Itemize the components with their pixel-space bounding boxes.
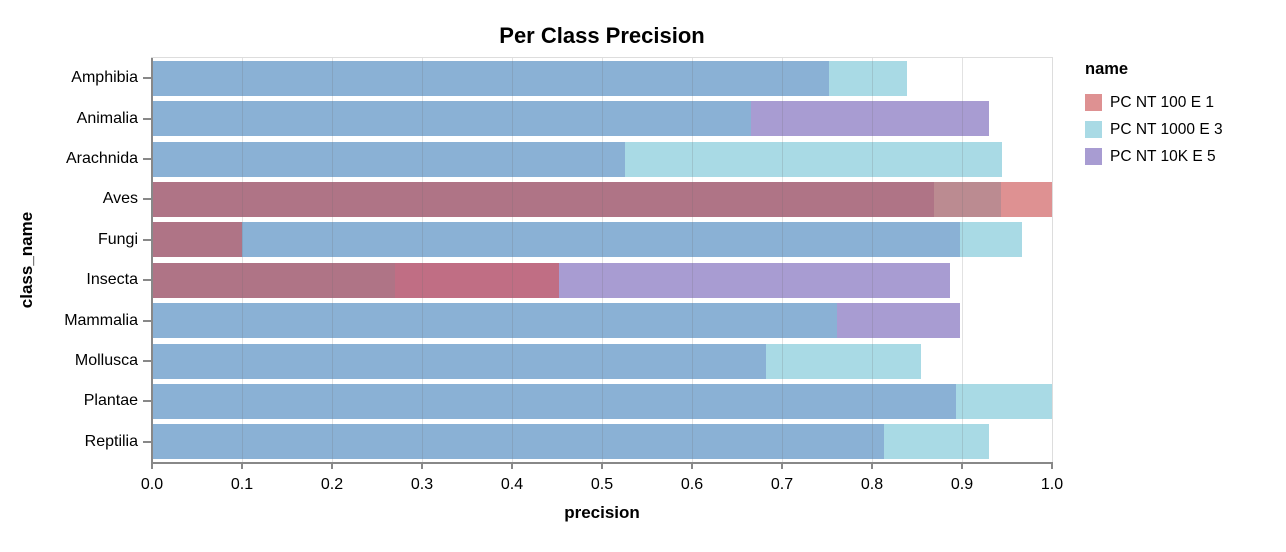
x-axis-label: 0.3 (410, 476, 434, 493)
bar-segment-aves (1000, 181, 1052, 217)
x-axis-label: 0.6 (680, 476, 704, 493)
y-axis-title: class_name (17, 211, 36, 309)
y-tick (143, 117, 152, 120)
y-axis-label: Reptilia (84, 432, 138, 450)
bar-segment-animalia (152, 101, 751, 137)
bar-segment-fungi (152, 222, 242, 258)
y-axis-label: Aves (102, 190, 138, 208)
gridline (962, 58, 963, 462)
legend-title: name (1085, 60, 1129, 78)
y-axis-title-wrap: class_name (0, 212, 97, 308)
x-tick (961, 462, 963, 469)
y-axis-label: Fungi (97, 230, 138, 248)
bar-segment-amphibia (152, 60, 829, 96)
y-axis-domain-line (151, 58, 153, 462)
gridline (332, 58, 333, 462)
gridline (512, 58, 513, 462)
x-tick (691, 462, 693, 469)
y-tick (143, 360, 152, 362)
bar-segment-arachnida (152, 141, 626, 177)
legend-item-label: PC NT 10K E 5 (1110, 148, 1216, 165)
bar-segment-mollusca (765, 343, 921, 379)
plot-border-right (1052, 58, 1053, 462)
y-tick (143, 238, 152, 241)
y-tick (143, 77, 152, 80)
y-axis-label: Animalia (76, 109, 138, 127)
bar-segment-fungi (242, 222, 961, 258)
bar-segment-plantae (955, 383, 1052, 419)
x-axis-title: precision (564, 503, 640, 522)
bar-segment-aves (934, 181, 1001, 217)
x-axis-label: 0.2 (320, 476, 344, 493)
bar-segment-amphibia (828, 60, 908, 96)
y-axis-label: Plantae (83, 392, 138, 410)
x-axis-domain-line (151, 462, 1053, 464)
bar-segment-insecta (558, 262, 951, 298)
x-tick (241, 462, 243, 469)
bar-segment-reptilia (152, 424, 884, 460)
x-tick (601, 462, 603, 469)
x-tick (1051, 462, 1053, 469)
bar-segment-arachnida (625, 141, 1002, 177)
x-axis-label: 0.7 (770, 476, 794, 493)
plot-border-top (151, 57, 1053, 58)
x-tick (331, 462, 333, 469)
x-tick (511, 462, 513, 469)
y-tick (143, 279, 152, 282)
legend-swatch-purple (1085, 148, 1102, 165)
y-axis-label: Mollusca (74, 352, 138, 369)
bar-segment-mammalia (152, 303, 837, 339)
y-tick (143, 319, 152, 322)
x-tick (871, 462, 873, 469)
y-axis-label: Arachnida (65, 150, 138, 167)
bar-segment-aves (152, 181, 935, 217)
gridline (782, 58, 783, 462)
legend-swatch-red (1085, 94, 1102, 111)
x-axis-label: 0.0 (140, 476, 164, 493)
x-axis-label: 0.4 (500, 476, 524, 493)
x-axis-label: 0.9 (950, 476, 974, 493)
bar-segment-fungi (960, 222, 1023, 258)
chart-title: Per Class Precision (499, 23, 705, 48)
y-tick (143, 440, 152, 443)
legend-item-label: PC NT 100 E 1 (1110, 94, 1214, 111)
y-tick (143, 158, 152, 160)
x-axis-label: 0.1 (230, 476, 254, 493)
gridline (872, 58, 873, 462)
x-tick (781, 462, 783, 469)
x-axis-label: 1.0 (1040, 476, 1064, 493)
bar-segment-mammalia (836, 303, 961, 339)
x-axis-label: 0.8 (860, 476, 884, 493)
gridline (422, 58, 423, 462)
y-axis-label: Mammalia (64, 311, 138, 329)
bar-segment-insecta (395, 262, 559, 298)
gridline (602, 58, 603, 462)
bar-segment-reptilia (883, 424, 989, 460)
bar-segment-mollusca (152, 343, 766, 379)
legend-swatch-lightblue (1085, 121, 1102, 138)
y-tick (143, 400, 152, 403)
legend-item-label: PC NT 1000 E 3 (1110, 121, 1223, 138)
x-tick (421, 462, 423, 469)
bar-segment-plantae (152, 383, 956, 419)
gridline (242, 58, 243, 462)
y-tick (143, 198, 152, 201)
x-axis-label: 0.5 (590, 476, 614, 493)
gridline (692, 58, 693, 462)
y-axis-label: Insecta (86, 271, 138, 289)
x-tick (151, 462, 153, 469)
bar-segment-insecta (152, 262, 395, 298)
y-axis-label: Amphibia (71, 69, 138, 87)
bar-segment-animalia (750, 101, 989, 137)
